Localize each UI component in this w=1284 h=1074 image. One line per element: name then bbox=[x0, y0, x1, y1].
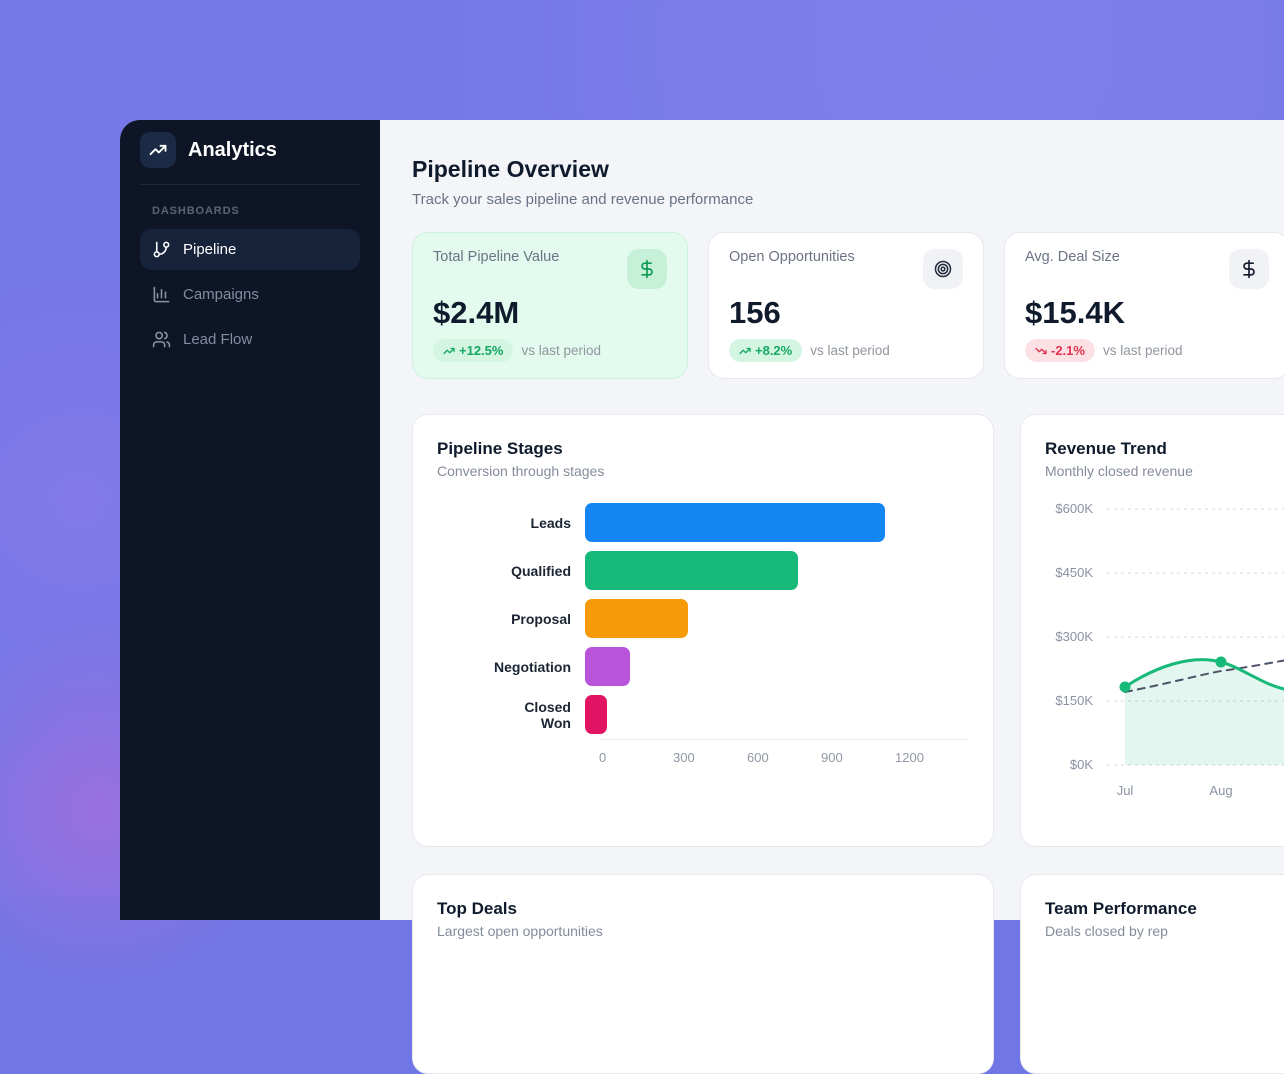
svg-text:$450K: $450K bbox=[1055, 565, 1093, 580]
svg-text:$150K: $150K bbox=[1055, 693, 1093, 708]
svg-text:Jul: Jul bbox=[1117, 783, 1134, 798]
svg-text:$600K: $600K bbox=[1055, 501, 1093, 516]
svg-text:$300K: $300K bbox=[1055, 629, 1093, 644]
svg-text:$0K: $0K bbox=[1070, 757, 1093, 772]
svg-text:Aug: Aug bbox=[1209, 783, 1232, 798]
